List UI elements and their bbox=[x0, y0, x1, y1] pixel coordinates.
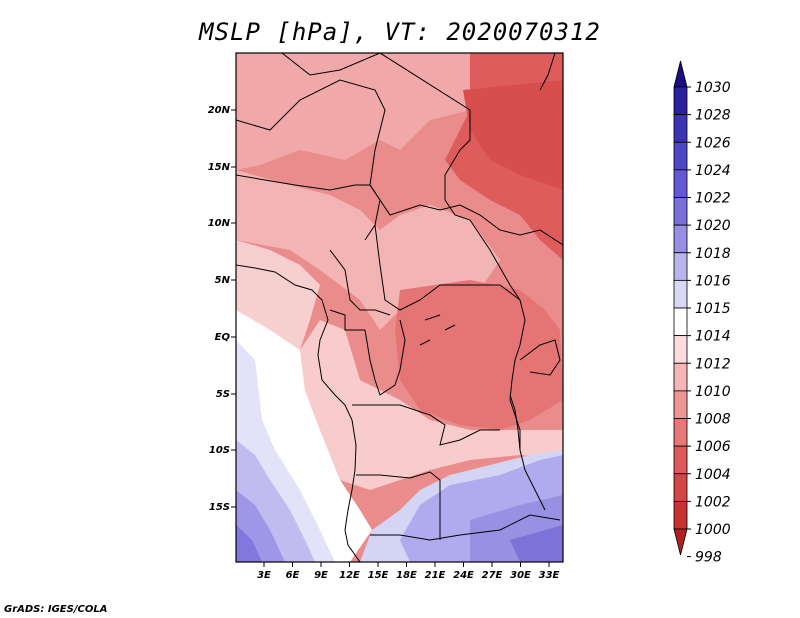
colorbar-label: 1012 bbox=[695, 356, 731, 372]
colorbar-label: 1030 bbox=[695, 80, 731, 96]
colorbar-swatch bbox=[673, 307, 688, 337]
colorbar-label: 1014 bbox=[695, 329, 731, 345]
lon-label: 21E bbox=[425, 570, 446, 581]
colorbar-swatch bbox=[673, 114, 688, 143]
lat-label: 5N bbox=[215, 275, 231, 286]
colorbar-swatch bbox=[673, 252, 688, 281]
border-algeria bbox=[281, 53, 381, 76]
lon-label: 33E bbox=[539, 570, 560, 581]
lake-tanganyika-malawi bbox=[509, 394, 546, 511]
colorbar-swatch bbox=[673, 224, 688, 254]
country-borders bbox=[236, 53, 563, 562]
border-nigeria-north bbox=[236, 174, 381, 241]
border-libya-egypt bbox=[379, 53, 471, 200]
lat-label: 5S bbox=[216, 389, 230, 400]
border-drc-angola bbox=[352, 404, 500, 446]
colorbar-label: 1024 bbox=[695, 163, 731, 179]
colorbar-label: 1018 bbox=[695, 246, 731, 262]
colorbar-label: 1020 bbox=[695, 218, 731, 234]
lat-label: EQ bbox=[215, 332, 231, 343]
lat-label: 15N bbox=[208, 162, 231, 173]
border-namibia-botswana bbox=[370, 514, 561, 541]
colorbar-bottom-arrow bbox=[673, 528, 688, 556]
lat-label: 15S bbox=[209, 502, 230, 513]
lat-label: 10S bbox=[209, 445, 230, 456]
field-1006-congo bbox=[395, 280, 563, 430]
colorbar-swatch bbox=[673, 197, 688, 226]
colorbar-label: 1022 bbox=[695, 191, 731, 207]
colorbar-swatch bbox=[673, 445, 688, 475]
border-angola-zambia bbox=[356, 471, 441, 540]
field-1012-south bbox=[300, 320, 563, 490]
colorbar-swatch bbox=[673, 362, 688, 392]
colorbar-label: 1015 bbox=[695, 301, 731, 317]
colorbar-label: 1000 bbox=[695, 522, 731, 538]
lon-label: 24E bbox=[453, 570, 474, 581]
border-cameroon bbox=[329, 249, 391, 316]
lon-label: 9E bbox=[314, 570, 328, 581]
field-1004-core bbox=[463, 80, 563, 190]
lon-label: 18E bbox=[396, 570, 417, 581]
colorbar-swatch bbox=[673, 279, 688, 309]
colorbar-swatch bbox=[673, 390, 688, 419]
colorbar-label: 1028 bbox=[695, 108, 731, 124]
colorbar-swatch bbox=[673, 473, 688, 502]
lake-victoria bbox=[519, 339, 561, 376]
colorbar-swatch bbox=[673, 86, 688, 116]
lon-label: 3E bbox=[257, 570, 271, 581]
field-1009-north bbox=[236, 53, 470, 170]
colorbar-swatch bbox=[673, 141, 688, 171]
border-drc-east bbox=[509, 299, 526, 450]
border-chad-south bbox=[369, 184, 563, 246]
colorbar-swatch bbox=[673, 418, 688, 447]
congo-rivers bbox=[419, 314, 456, 346]
nile-red-sea bbox=[539, 53, 556, 91]
lon-label: 6E bbox=[286, 570, 300, 581]
latitude-axis: 20N 15N 10N 5N EQ 5S 10S 15S bbox=[208, 105, 236, 513]
field-1022-ocean bbox=[236, 525, 262, 562]
lon-label: 15E bbox=[368, 570, 389, 581]
lat-label: 20N bbox=[208, 105, 231, 116]
border-sudan-car bbox=[444, 199, 521, 301]
border-car-drc bbox=[374, 224, 521, 311]
colorbar-label: 1026 bbox=[695, 135, 731, 151]
longitude-axis: 3E 6E 9E 12E 15E 18E 21E 24E 27E 30E 33E bbox=[257, 562, 560, 581]
border-congo bbox=[364, 319, 406, 396]
border-gabon-congo bbox=[329, 309, 365, 331]
lon-label: 27E bbox=[482, 570, 503, 581]
colorbar-swatch bbox=[673, 335, 688, 364]
plot-frame bbox=[235, 52, 564, 563]
colorbar-swatch bbox=[673, 500, 688, 530]
colorbar-label: 1002 bbox=[695, 494, 731, 510]
colorbar-label: 1010 bbox=[695, 384, 731, 400]
border-niger bbox=[236, 79, 386, 186]
credit-text: GrADS: IGES/COLA bbox=[4, 604, 108, 615]
colorbar-label: 1004 bbox=[695, 467, 731, 483]
pressure-field bbox=[236, 53, 563, 562]
colorbar-label: 1008 bbox=[695, 412, 731, 428]
lon-label: 12E bbox=[339, 570, 360, 581]
lat-label: 10N bbox=[208, 218, 231, 229]
colorbar-label: 1006 bbox=[695, 439, 731, 455]
colorbar-top-arrow bbox=[673, 60, 688, 88]
colorbar-label: 998 bbox=[695, 550, 722, 566]
coastline bbox=[236, 264, 361, 562]
lon-label: 30E bbox=[510, 570, 531, 581]
chart-title: MSLP [hPa], VT: 2020070312 bbox=[199, 18, 601, 46]
colorbar: 1030 1028 1026 1024 1022 1020 1018 1016 1015 1014… bbox=[673, 60, 731, 566]
field-1022-land bbox=[510, 525, 563, 562]
colorbar-swatch bbox=[673, 169, 688, 198]
colorbar-label: 1016 bbox=[695, 273, 731, 289]
